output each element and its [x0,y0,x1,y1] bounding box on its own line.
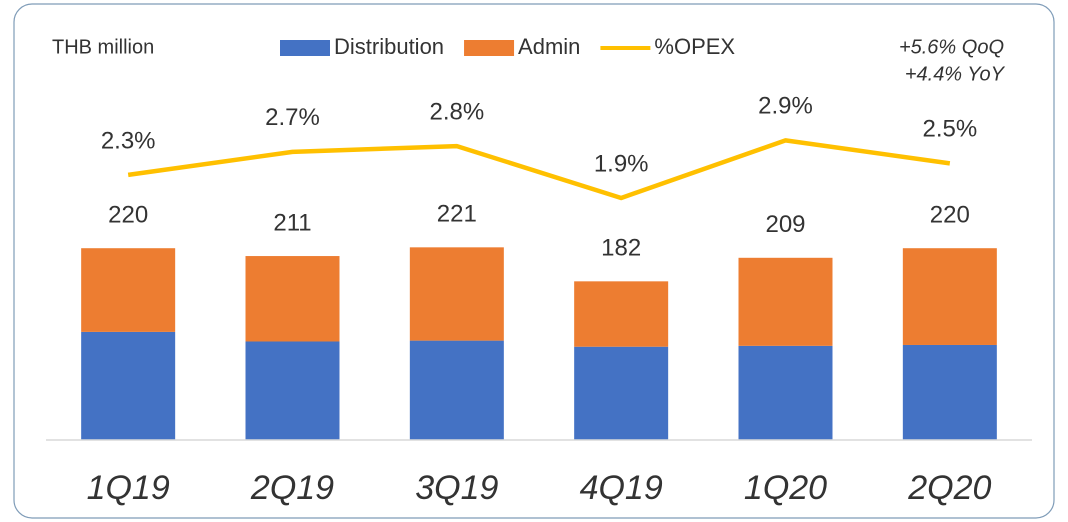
bar-segment [81,331,176,440]
bar-segment [902,344,997,440]
bar-segment [81,248,176,332]
legend-swatch [280,40,330,56]
bar-segment [574,281,669,347]
total-label: 220 [108,202,148,229]
legend-label: %OPEX [654,34,735,59]
x-tick-label: 1Q20 [744,469,827,507]
bar-segment [738,257,833,346]
data-label: 2.5% [922,116,977,143]
x-tick-label: 2Q19 [250,469,334,507]
x-tick-label: 2Q20 [907,469,991,507]
total-label: 182 [601,235,641,262]
data-label: 2.7% [265,104,320,131]
total-label: 211 [273,209,311,236]
unit-label: THB million [52,36,154,58]
x-tick-label: 3Q19 [415,469,498,507]
total-label: 220 [930,202,970,229]
bar-segment [738,345,833,440]
bar-segment [409,340,504,440]
bar-segment [902,248,997,345]
legend-label: Admin [518,34,580,59]
data-label: 2.9% [758,93,813,120]
data-label: 2.3% [101,127,156,154]
legend-label: Distribution [334,34,444,59]
bar-segment [574,346,669,440]
bar-segment [245,256,340,342]
annotation: +4.4% YoY [905,63,1006,85]
legend-swatch [464,40,515,56]
bar-segment [409,247,504,341]
line-series [127,138,951,201]
total-label: 221 [437,201,477,228]
annotation: +5.6% QoQ [899,36,1004,58]
data-label: 1.9% [594,150,649,177]
data-label: 2.8% [429,98,484,125]
total-label: 209 [765,211,805,238]
x-tick-label: 1Q19 [87,469,170,507]
bar-segment [245,341,340,440]
x-tick-label: 4Q19 [580,469,663,507]
